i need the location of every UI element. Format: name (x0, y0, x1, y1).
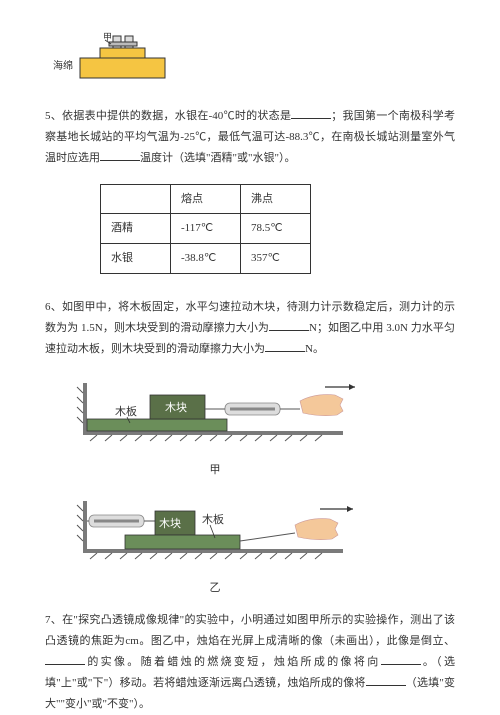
p5-text-c: 温度计（选填"酒精"或"水银"）。 (140, 152, 295, 164)
svg-text:木块: 木块 (165, 401, 187, 414)
p6-text-c: N。 (305, 343, 324, 355)
svg-text:木块: 木块 (159, 517, 181, 530)
problem-5: 5、依据表中提供的数据，水银在-40℃时的状态是；我国第一个南极科学考察基地长城… (45, 106, 455, 169)
table-cell (101, 184, 171, 214)
p7-text-b: 的实像。随着蜡烛的燃烧变短，烛焰所成的像将向 (85, 656, 381, 668)
p5-text-a: 5、依据表中提供的数据，水银在-40℃时的状态是 (45, 110, 291, 122)
blank (265, 340, 305, 352)
table-cell: 357℃ (241, 244, 311, 274)
table-cell: 酒精 (101, 214, 171, 244)
blank (45, 653, 85, 665)
blank (100, 149, 140, 161)
table-cell: -117℃ (171, 214, 241, 244)
table-cell: 熔点 (171, 184, 241, 214)
blank (269, 319, 309, 331)
table-cell: -38.8℃ (171, 244, 241, 274)
figure-yi: 木块 木板 乙 (75, 493, 455, 599)
figure-jia: 木板 木块 甲 (75, 375, 455, 481)
blank (291, 107, 331, 119)
fig-jia-label: 甲 (75, 460, 355, 481)
svg-text:木板: 木板 (202, 512, 224, 526)
table-cell: 沸点 (241, 184, 311, 214)
problem-7: 7、在"探究凸透镜成像规律"的实验中，小明通过如图甲所示的实验操作，测出了该凸透… (45, 610, 455, 714)
table-cell: 78.5℃ (241, 214, 311, 244)
problem-6: 6、如图甲中，将木板固定，水平匀速拉动木块，待测力计示数稳定后，测力计的示数为为… (45, 297, 455, 360)
p7-text-a: 7、在"探究凸透镜成像规律"的实验中，小明通过如图甲所示的实验操作，测出了该凸透… (45, 614, 455, 647)
sponge-top-label: 甲 (103, 32, 112, 42)
blank (381, 653, 421, 665)
fig-yi-label: 乙 (75, 578, 355, 599)
substance-table: 熔点 沸点 酒精 -117℃ 78.5℃ 水银 -38.8℃ 357℃ (100, 184, 311, 275)
svg-text:木板: 木板 (115, 404, 137, 418)
table-cell: 水银 (101, 244, 171, 274)
blank (366, 674, 406, 686)
